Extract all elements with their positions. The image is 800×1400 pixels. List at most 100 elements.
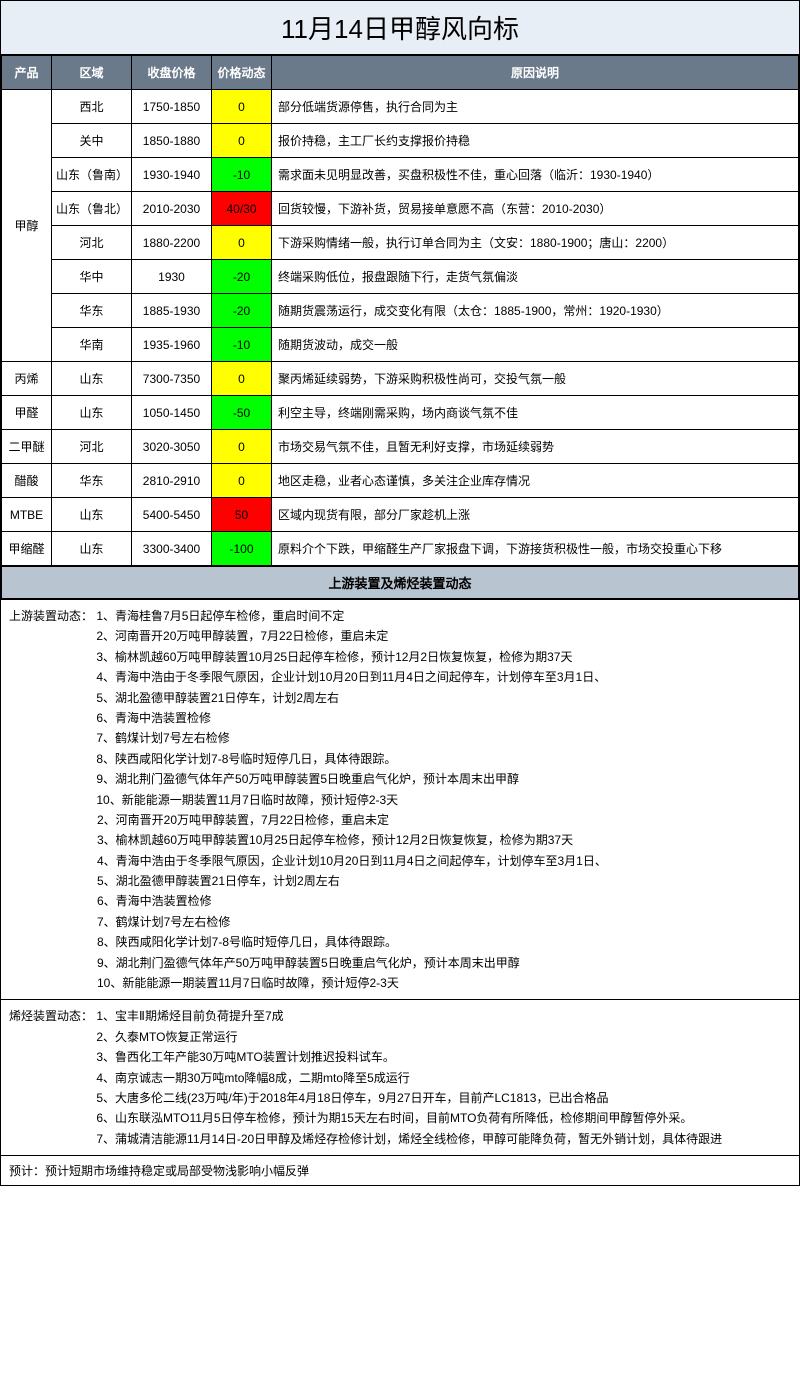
cell-region: 西北 (52, 90, 132, 124)
list-item: 9、湖北荆门盈德气体年产50万吨甲醇装置5日晚重启气化炉，预计本周末出甲醇 (9, 953, 791, 973)
cell-region: 河北 (52, 430, 132, 464)
table-header-row: 产品 区域 收盘价格 价格动态 原因说明 (2, 56, 799, 90)
cell-region: 山东 (52, 532, 132, 566)
cell-reason: 回货较慢，下游补货，贸易接单意愿不高（东营：2010-2030） (272, 192, 799, 226)
cell-reason: 下游采购情绪一般，执行订单合同为主（文安：1880-1900；唐山：2200） (272, 226, 799, 260)
cell-product: 丙烯 (2, 362, 52, 396)
cell-change: -50 (212, 396, 272, 430)
list-item: 5、湖北盈德甲醇装置21日停车，计划2周左右 (9, 871, 791, 891)
cell-reason: 市场交易气氛不佳，且暂无利好支撑，市场延续弱势 (272, 430, 799, 464)
cell-region: 华东 (52, 464, 132, 498)
cell-change: 40/30 (212, 192, 272, 226)
cell-change: -20 (212, 294, 272, 328)
table-row: 二甲醚河北3020-30500市场交易气氛不佳，且暂无利好支撑，市场延续弱势 (2, 430, 799, 464)
list-item: 3、鲁西化工年产能30万吨MTO装置计划推迟投料试车。 (96, 1047, 776, 1067)
list-item: 4、青海中浩由于冬季限气原因，企业计划10月20日到11月4日之间起停车，计划停… (96, 667, 776, 687)
list-item: 2、久泰MTO恢复正常运行 (96, 1027, 776, 1047)
list-item: 6、山东联泓MTO11月5日停车检修，预计为期15天左右时间，目前MTO负荷有所… (96, 1108, 776, 1128)
table-row: 华中1930-20终端采购低位，报盘跟随下行，走货气氛偏淡 (2, 260, 799, 294)
cell-change: -20 (212, 260, 272, 294)
cell-change: 0 (212, 430, 272, 464)
cell-price: 1880-2200 (132, 226, 212, 260)
table-row: MTBE山东5400-545050区域内现货有限，部分厂家趁机上涨 (2, 498, 799, 532)
list-item: 7、鹤煤计划7号左右检修 (9, 912, 791, 932)
table-row: 甲醛山东1050-1450-50利空主导，终端刚需采购，场内商谈气氛不佳 (2, 396, 799, 430)
list-item: 10、新能能源一期装置11月7日临时故障，预计短停2-3天 (96, 790, 776, 810)
cell-price: 2010-2030 (132, 192, 212, 226)
cell-reason: 随期货波动，成交一般 (272, 328, 799, 362)
cell-price: 1750-1850 (132, 90, 212, 124)
cell-region: 山东 (52, 396, 132, 430)
list-item: 3、榆林凯越60万吨甲醇装置10月25日起停车检修，预计12月2日恢复恢复，检修… (9, 830, 791, 850)
list-item: 8、陕西咸阳化学计划7-8号临时短停几日，具体待跟踪。 (96, 749, 776, 769)
cell-region: 山东（鲁南） (52, 158, 132, 192)
olefin-notes: 烯烃装置动态： 1、宝丰Ⅱ期烯烃目前负荷提升至7成 2、久泰MTO恢复正常运行3、… (1, 999, 799, 1155)
cell-product: 二甲醚 (2, 430, 52, 464)
cell-reason: 利空主导，终端刚需采购，场内商谈气氛不佳 (272, 396, 799, 430)
list-item: 9、湖北荆门盈德气体年产50万吨甲醇装置5日晚重启气化炉，预计本周末出甲醇 (96, 769, 776, 789)
cell-region: 华东 (52, 294, 132, 328)
cell-price: 3020-3050 (132, 430, 212, 464)
list-item: 5、大唐多伦二线(23万吨/年)于2018年4月18日停车，9月27日开车，目前… (96, 1088, 776, 1108)
list-item: 10、新能能源一期装置11月7日临时故障，预计短停2-3天 (9, 973, 791, 993)
header-product: 产品 (2, 56, 52, 90)
cell-region: 山东（鲁北） (52, 192, 132, 226)
cell-price: 1885-1930 (132, 294, 212, 328)
cell-change: 0 (212, 90, 272, 124)
cell-price: 3300-3400 (132, 532, 212, 566)
list-item: 5、湖北盈德甲醇装置21日停车，计划2周左右 (96, 688, 776, 708)
list-item: 4、南京诚志一期30万吨mto降幅8成，二期mto降至5成运行 (96, 1068, 776, 1088)
cell-change: -10 (212, 158, 272, 192)
list-item: 7、鹤煤计划7号左右检修 (96, 728, 776, 748)
report-title: 11月14日甲醇风向标 (1, 1, 799, 55)
cell-product: 甲缩醛 (2, 532, 52, 566)
cell-reason: 需求面未见明显改善，买盘积极性不佳，重心回落（临沂：1930-1940） (272, 158, 799, 192)
cell-price: 1050-1450 (132, 396, 212, 430)
table-row: 华南1935-1960-10随期货波动，成交一般 (2, 328, 799, 362)
price-table: 产品 区域 收盘价格 价格动态 原因说明 甲醇西北1750-18500部分低端货… (1, 55, 799, 566)
cell-price: 1930 (132, 260, 212, 294)
list-item: 1、青海桂鲁7月5日起停车检修，重启时间不定 (96, 609, 344, 623)
table-row: 甲醇西北1750-18500部分低端货源停售，执行合同为主 (2, 90, 799, 124)
cell-reason: 聚丙烯延续弱势，下游采购积极性尚可，交投气氛一般 (272, 362, 799, 396)
cell-reason: 随期货震荡运行，成交变化有限（太仓：1885-1900，常州：1920-1930… (272, 294, 799, 328)
table-row: 醋酸华东2810-29100地区走稳，业者心态谨慎，多关注企业库存情况 (2, 464, 799, 498)
forecast-label: 预计： (9, 1164, 45, 1178)
cell-reason: 地区走稳，业者心态谨慎，多关注企业库存情况 (272, 464, 799, 498)
list-item: 7、蒲城清洁能源11月14日-20日甲醇及烯烃存检修计划，烯烃全线检修，甲醇可能… (96, 1129, 776, 1149)
list-item: 6、青海中浩装置检修 (9, 891, 791, 911)
forecast-text: 预计短期市场维持稳定或局部受物浅影响小幅反弹 (45, 1164, 309, 1178)
upstream-notes: 上游装置动态： 1、青海桂鲁7月5日起停车检修，重启时间不定2、河南晋开20万吨… (1, 599, 799, 999)
cell-price: 7300-7350 (132, 362, 212, 396)
cell-reason: 部分低端货源停售，执行合同为主 (272, 90, 799, 124)
cell-product: 甲醛 (2, 396, 52, 430)
olefin-label: 烯烃装置动态： (9, 1006, 93, 1026)
section-title: 上游装置及烯烃装置动态 (2, 567, 799, 599)
cell-region: 华南 (52, 328, 132, 362)
cell-price: 5400-5450 (132, 498, 212, 532)
header-price: 收盘价格 (132, 56, 212, 90)
cell-region: 华中 (52, 260, 132, 294)
cell-region: 山东 (52, 498, 132, 532)
upstream-list: 1、青海桂鲁7月5日起停车检修，重启时间不定2、河南晋开20万吨甲醇装置，7月2… (96, 606, 776, 810)
cell-price: 1935-1960 (132, 328, 212, 362)
list-item: 2、河南晋开20万吨甲醇装置，7月22日检修，重启未定 (9, 810, 791, 830)
table-row: 丙烯山东7300-73500聚丙烯延续弱势，下游采购积极性尚可，交投气氛一般 (2, 362, 799, 396)
section-header: 上游装置及烯烃装置动态 (2, 567, 799, 599)
cell-change: 50 (212, 498, 272, 532)
cell-price: 1850-1880 (132, 124, 212, 158)
cell-product: 甲醇 (2, 90, 52, 362)
cell-price: 1930-1940 (132, 158, 212, 192)
list-item: 1、宝丰Ⅱ期烯烃目前负荷提升至7成 (96, 1009, 283, 1023)
cell-change: 0 (212, 226, 272, 260)
header-change: 价格动态 (212, 56, 272, 90)
table-row: 山东（鲁南）1930-1940-10需求面未见明显改善，买盘积极性不佳，重心回落… (2, 158, 799, 192)
cell-price: 2810-2910 (132, 464, 212, 498)
list-item: 3、榆林凯越60万吨甲醇装置10月25日起停车检修，预计12月2日恢复恢复，检修… (96, 647, 776, 667)
cell-change: 0 (212, 124, 272, 158)
header-region: 区域 (52, 56, 132, 90)
cell-reason: 区域内现货有限，部分厂家趁机上涨 (272, 498, 799, 532)
cell-change: -10 (212, 328, 272, 362)
list-item: 6、青海中浩装置检修 (96, 708, 776, 728)
table-row: 甲缩醛山东3300-3400-100原料介个下跌，甲缩醛生产厂家报盘下调，下游接… (2, 532, 799, 566)
